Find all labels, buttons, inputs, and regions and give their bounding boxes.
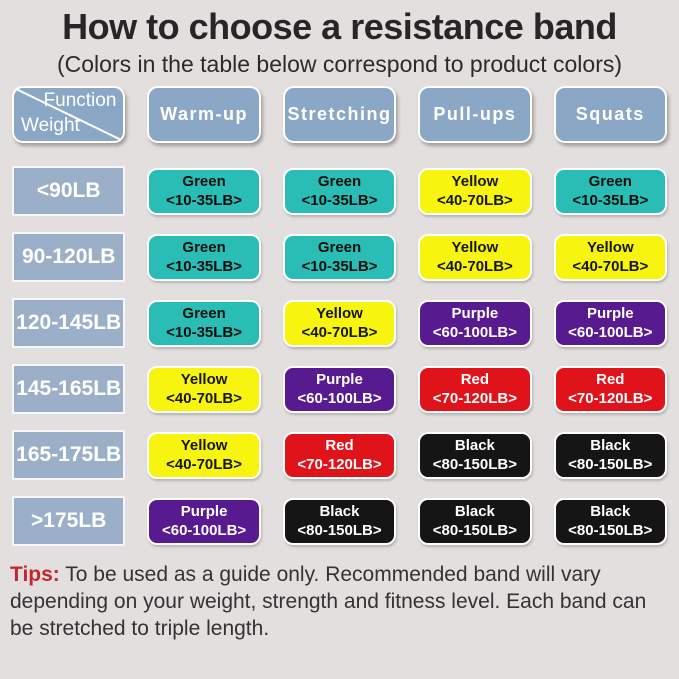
- row-label-90-120lb: 90-120LB: [12, 232, 126, 282]
- column-header-warm-up: Warm-up: [147, 86, 261, 143]
- band-weight-range: <40-70LB>: [436, 192, 513, 209]
- column-header-squats: Squats: [553, 86, 667, 143]
- band-cell: Yellow <40-70LB>: [418, 167, 532, 215]
- band-weight-range: <40-70LB>: [436, 258, 513, 275]
- row-label-145-165lb: 145-165LB: [12, 364, 126, 414]
- band-weight-range: <60-100LB>: [568, 324, 653, 341]
- band-cell: Black <80-150LB>: [418, 497, 532, 545]
- band-weight-range: <10-35LB>: [166, 324, 243, 341]
- band-cell: Green <10-35LB>: [282, 167, 397, 215]
- band-color-name: Green: [317, 173, 362, 190]
- band-cell: Green <10-35LB>: [282, 233, 397, 281]
- corner-weight-label: Weight: [21, 115, 80, 136]
- corner-function-label: Function: [43, 90, 117, 111]
- page-subtitle: (Colors in the table below correspond to…: [56, 51, 623, 77]
- band-weight-range: <40-70LB>: [572, 258, 649, 275]
- band-color-name: Green: [182, 239, 226, 256]
- row-label-under-90lb: <90LB: [12, 166, 126, 216]
- band-cell: Purple <60-100LB>: [282, 365, 397, 413]
- band-weight-range: <70-120LB>: [568, 390, 653, 407]
- column-header-stretching: Stretching: [282, 86, 397, 143]
- band-cell: Yellow <40-70LB>: [553, 233, 667, 281]
- band-cell: Purple <60-100LB>: [553, 299, 667, 347]
- band-weight-range: <80-150LB>: [297, 522, 382, 539]
- band-weight-range: <40-70LB>: [166, 390, 243, 407]
- band-cell: Red <70-120LB>: [553, 365, 667, 413]
- tips-text: To be used as a guide only. Recommended …: [10, 563, 647, 640]
- band-cell: Purple <60-100LB>: [418, 299, 532, 347]
- column-header-pull-ups: Pull-ups: [418, 86, 532, 143]
- band-weight-range: <60-100LB>: [161, 522, 247, 539]
- band-color-name: Yellow: [451, 239, 499, 256]
- band-cell: Black <80-150LB>: [553, 497, 667, 545]
- band-color-name: Black: [590, 503, 631, 520]
- band-color-name: Purple: [586, 305, 634, 322]
- band-color-name: Black: [590, 437, 631, 454]
- page-title: How to choose a resistance band: [62, 6, 617, 47]
- band-weight-range: <40-70LB>: [166, 456, 243, 473]
- corner-function-weight-cell: Function Weight: [12, 86, 126, 143]
- band-cell: Red <70-120LB>: [282, 431, 397, 479]
- band-weight-range: <60-100LB>: [297, 390, 382, 407]
- band-cell: Green <10-35LB>: [147, 299, 261, 347]
- row-label-120-145lb: 120-145LB: [12, 298, 126, 348]
- band-cell: Yellow <40-70LB>: [282, 299, 397, 347]
- band-selection-table: Function Weight Warm-up Stretching Pull-…: [0, 86, 679, 546]
- band-color-name: Purple: [451, 305, 499, 322]
- band-cell: Red <70-120LB>: [418, 365, 532, 413]
- band-color-name: Red: [460, 371, 490, 388]
- band-cell: Black <80-150LB>: [282, 497, 397, 545]
- band-color-name: Red: [325, 437, 354, 454]
- band-color-name: Yellow: [180, 437, 228, 454]
- band-color-name: Green: [182, 305, 226, 322]
- band-cell: Green <10-35LB>: [147, 167, 261, 215]
- band-color-name: Yellow: [586, 239, 634, 256]
- diagonal-divider-line: [14, 88, 123, 141]
- band-weight-range: <80-150LB>: [568, 456, 653, 473]
- band-weight-range: <10-35LB>: [301, 258, 378, 275]
- band-cell: Green <10-35LB>: [553, 167, 667, 215]
- band-color-name: Black: [319, 503, 360, 520]
- band-color-name: Green: [317, 239, 362, 256]
- band-weight-range: <80-150LB>: [432, 522, 517, 539]
- band-weight-range: <40-70LB>: [301, 324, 378, 341]
- band-color-name: Purple: [180, 503, 228, 520]
- band-cell: Yellow <40-70LB>: [147, 431, 261, 479]
- band-color-name: Yellow: [316, 305, 363, 322]
- band-weight-range: <70-120LB>: [297, 456, 382, 473]
- band-color-name: Green: [588, 173, 632, 190]
- band-weight-range: <10-35LB>: [166, 192, 243, 209]
- band-cell: Black <80-150LB>: [553, 431, 667, 479]
- band-color-name: Red: [596, 371, 625, 388]
- band-weight-range: <80-150LB>: [432, 456, 517, 473]
- band-color-name: Green: [182, 173, 226, 190]
- row-label-over-175lb: >175LB: [12, 496, 126, 546]
- band-weight-range: <10-35LB>: [166, 258, 243, 275]
- band-weight-range: <60-100LB>: [432, 324, 517, 341]
- band-color-name: Yellow: [451, 173, 499, 190]
- band-weight-range: <70-120LB>: [432, 390, 517, 407]
- band-color-name: Yellow: [180, 371, 228, 388]
- band-cell: Purple <60-100LB>: [147, 497, 261, 545]
- band-color-name: Black: [454, 437, 495, 454]
- band-cell: Black <80-150LB>: [418, 431, 532, 479]
- band-cell: Yellow <40-70LB>: [418, 233, 532, 281]
- tips-label: Tips:: [10, 563, 60, 586]
- band-weight-range: <80-150LB>: [568, 522, 653, 539]
- tips-note: Tips: To be used as a guide only. Recomm…: [10, 562, 669, 643]
- band-color-name: Purple: [316, 371, 363, 388]
- band-weight-range: <10-35LB>: [301, 192, 378, 209]
- band-cell: Green <10-35LB>: [147, 233, 261, 281]
- band-cell: Yellow <40-70LB>: [147, 365, 261, 413]
- band-color-name: Black: [454, 503, 495, 520]
- row-label-165-175lb: 165-175LB: [12, 430, 126, 480]
- band-weight-range: <10-35LB>: [572, 192, 649, 209]
